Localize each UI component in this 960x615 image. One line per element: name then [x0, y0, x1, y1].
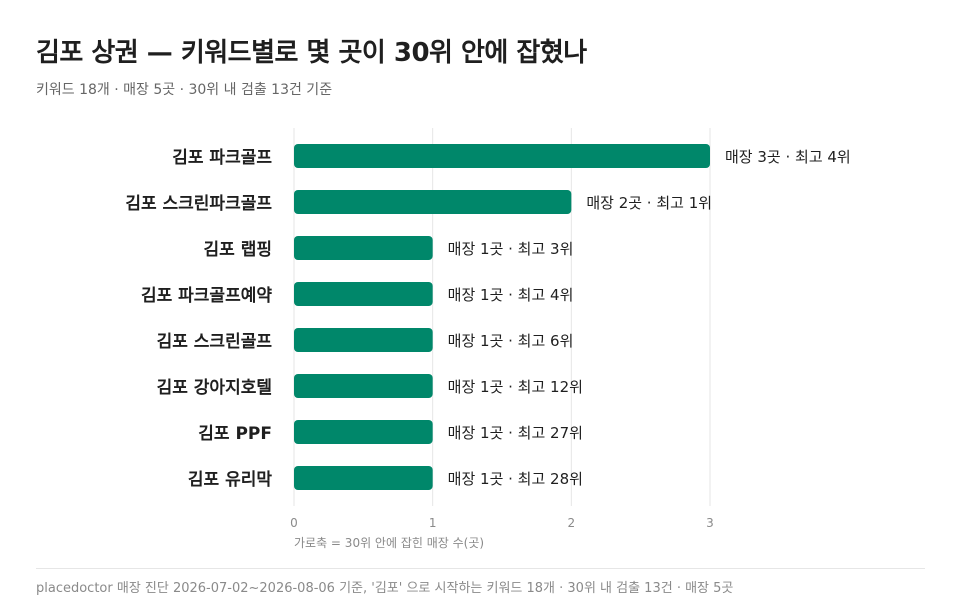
x-tick-label: 3 — [706, 516, 714, 530]
bar — [294, 420, 433, 444]
bar — [294, 328, 433, 352]
data-label: 매장 1곳 · 최고 3위 — [448, 240, 574, 258]
bar — [294, 374, 433, 398]
category-label: 김포 강아지호텔 — [157, 378, 272, 398]
data-label: 매장 1곳 · 최고 6위 — [448, 332, 574, 350]
bar — [294, 236, 433, 260]
bar — [294, 144, 710, 168]
category-label: 김포 랩핑 — [204, 240, 272, 260]
category-label: 김포 파크골프예약 — [141, 285, 272, 306]
chart-subtitle: 키워드 18개 · 매장 5곳 · 30위 내 검출 13건 기준 — [36, 82, 333, 98]
data-label: 매장 1곳 · 최고 4위 — [448, 286, 574, 304]
category-label: 김포 스크린파크골프 — [125, 194, 272, 214]
data-label: 매장 1곳 · 최고 12위 — [448, 378, 583, 396]
bar — [294, 190, 572, 214]
chart-title: 김포 상권 — 키워드별로 몇 곳이 30위 안에 잡혔나 — [36, 38, 587, 68]
data-label: 매장 1곳 · 최고 27위 — [448, 424, 583, 442]
x-tick-label: 2 — [568, 516, 576, 530]
footer-note: placedoctor 매장 진단 2026-07-02~2026-08-06 … — [36, 581, 734, 596]
category-label: 김포 유리막 — [188, 470, 272, 490]
data-label: 매장 2곳 · 최고 1위 — [586, 194, 712, 212]
category-label: 김포 PPF — [198, 424, 272, 444]
data-label: 매장 1곳 · 최고 28위 — [448, 470, 583, 488]
bar — [294, 282, 433, 306]
x-axis-label: 가로축 = 30위 안에 잡힌 매장 수(곳) — [294, 536, 484, 550]
data-label: 매장 3곳 · 최고 4위 — [725, 148, 851, 166]
footer-divider — [36, 568, 925, 569]
bar — [294, 466, 433, 490]
category-label: 김포 파크골프 — [172, 148, 272, 168]
x-tick-label: 1 — [429, 516, 437, 530]
category-label: 김포 스크린골프 — [157, 332, 273, 352]
x-tick-label: 0 — [290, 516, 298, 530]
